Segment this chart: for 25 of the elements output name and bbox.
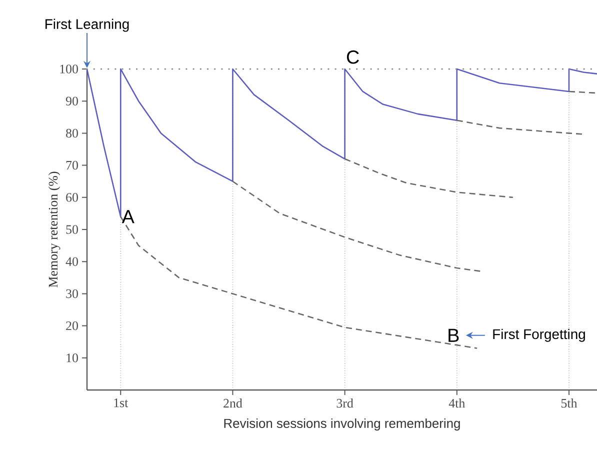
x-tick-label: 5th bbox=[561, 398, 578, 408]
y-tick-label: 70 bbox=[66, 160, 78, 170]
annotation: First Learning bbox=[46, 18, 129, 32]
x-tick-label: 3rd bbox=[336, 398, 354, 408]
y-tick-label: 100 bbox=[60, 64, 78, 74]
annotation: B bbox=[448, 328, 459, 342]
annotation: C bbox=[346, 50, 359, 64]
y-tick-label: 90 bbox=[66, 96, 78, 106]
y-tick-label: 20 bbox=[66, 321, 78, 330]
y-tick-label: 10 bbox=[66, 354, 78, 362]
line-series bbox=[344, 158, 514, 198]
x-tick-label: 2nd bbox=[224, 398, 242, 408]
x-tick-label: 1st bbox=[114, 398, 128, 408]
annotation: A bbox=[122, 210, 134, 224]
line-series bbox=[232, 180, 482, 272]
x-tick-label: 4th bbox=[448, 398, 466, 408]
y-axis-title: Memory retention (%) bbox=[48, 172, 60, 288]
y-tick-label: 50 bbox=[66, 225, 78, 234]
x-axis-title: Revision sessions involving remembering bbox=[224, 418, 460, 431]
y-tick-label: 80 bbox=[66, 128, 78, 138]
line-series bbox=[456, 120, 584, 135]
y-tick-label: 60 bbox=[66, 193, 78, 202]
y-tick-label: 40 bbox=[66, 257, 78, 266]
annotation: First Forgetting bbox=[493, 328, 585, 342]
y-tick-label: 30 bbox=[66, 289, 78, 298]
